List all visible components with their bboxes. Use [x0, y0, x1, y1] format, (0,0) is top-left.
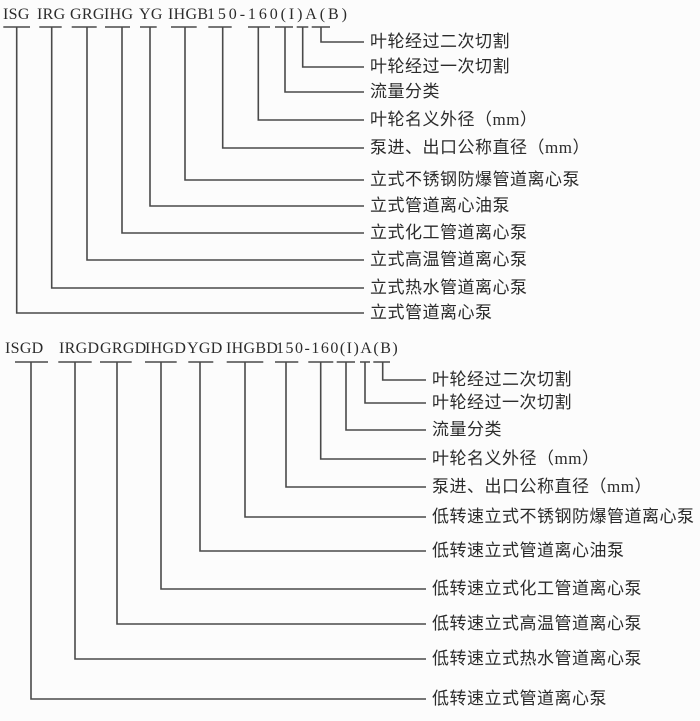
- top-connector-grg: [71, 26, 364, 261]
- bottom-connector-irgd: [58, 361, 426, 660]
- bottom-label-inlet-outlet-diameter: 泵进、出口公称直径（mm）: [432, 477, 652, 496]
- top-label-impeller-second-cut: 叶轮经过二次切割: [370, 32, 510, 51]
- top-label-stainless-exproof-pump: 立式不锈钢防爆管道离心泵: [370, 170, 580, 189]
- top-label-inlet-outlet-diameter: 泵进、出口公称直径（mm）: [370, 138, 590, 157]
- top-label-impeller-nominal-od: 叶轮名义外径（mm）: [370, 110, 538, 129]
- bottom-label-low-speed-oil-pump: 低转速立式管道离心油泵: [432, 541, 625, 560]
- top-label-oil-pump: 立式管道离心油泵: [370, 196, 510, 215]
- bottom-connector-b: [373, 361, 426, 381]
- bottom-connector-isgd: [15, 361, 426, 700]
- top-connector-ihgb: [171, 26, 364, 181]
- bottom-code-token-ihgbd: IHGBD: [226, 340, 279, 357]
- top-label-impeller-first-cut: 叶轮经过一次切割: [370, 57, 510, 76]
- top-code-token-grg: GRG: [70, 6, 105, 23]
- top-code-token-yg: YG: [139, 6, 163, 23]
- top-label-hot-water-pump: 立式热水管道离心泵: [370, 278, 528, 297]
- bottom-connector-ihgbd: [226, 361, 426, 518]
- top-label-pipeline-pump: 立式管道离心泵: [370, 303, 493, 322]
- top-code-token-size: 150-160(I)A(B): [207, 6, 350, 23]
- bottom-connector-grgd: [100, 361, 426, 625]
- top-connector-150: [208, 26, 364, 149]
- bottom-code-token-grgd: GRGD: [100, 340, 147, 357]
- bottom-connector-a: [360, 361, 426, 404]
- bottom-connector-160: [308, 361, 426, 460]
- bottom-connector-150: [275, 361, 426, 488]
- bottom-label-low-speed-chemical-pump: 低转速立式化工管道离心泵: [432, 579, 642, 598]
- bottom-code-token-ygd: YGD: [187, 340, 223, 357]
- top-label-flow-class: 流量分类: [370, 82, 440, 101]
- top-connector-a: [296, 26, 364, 68]
- bottom-label-impeller-second-cut: 叶轮经过二次切割: [432, 370, 572, 389]
- bottom-connector-ygd: [188, 361, 426, 552]
- bottom-label-low-speed-stainless-exproof-pump: 低转速立式不锈钢防爆管道离心泵: [432, 507, 695, 526]
- bottom-code-token-isgd: ISGD: [5, 340, 44, 357]
- bottom-connector-ihgd: [145, 361, 426, 590]
- bottom-label-impeller-first-cut: 叶轮经过一次切割: [432, 393, 572, 412]
- bottom-code-token-ihgd: IHGD: [145, 340, 187, 357]
- top-code-token-irg: IRG: [37, 6, 66, 23]
- bottom-connector-i: [336, 361, 426, 431]
- bottom-code-token-irgd: IRGD: [59, 340, 100, 357]
- top-label-high-temp-pump: 立式高温管道离心泵: [370, 250, 528, 269]
- top-connector-ihg: [105, 26, 364, 234]
- bottom-label-flow-class: 流量分类: [432, 420, 502, 439]
- bottom-label-impeller-nominal-od: 叶轮名义外径（mm）: [432, 449, 600, 468]
- bottom-label-low-speed-hot-water-pump: 低转速立式热水管道离心泵: [432, 649, 642, 668]
- top-connector-yg: [140, 26, 364, 207]
- top-connector-isg: [3, 26, 364, 314]
- bottom-code-token-size: 150-160(I)A(B): [276, 340, 400, 357]
- top-code-token-ihgb: IHGB: [168, 6, 209, 23]
- top-connector-irg: [39, 26, 364, 289]
- top-label-chemical-pump: 立式化工管道离心泵: [370, 223, 528, 242]
- top-code-token-isg: ISG: [3, 6, 30, 23]
- top-connector-160: [248, 26, 364, 121]
- top-code-token-ihg: IHG: [104, 6, 134, 23]
- bottom-label-low-speed-high-temp-pump: 低转速立式高温管道离心泵: [432, 614, 642, 633]
- top-connector-b: [311, 26, 364, 43]
- bottom-label-low-speed-pipeline-pump: 低转速立式管道离心泵: [432, 689, 607, 708]
- top-connector-i: [275, 26, 364, 93]
